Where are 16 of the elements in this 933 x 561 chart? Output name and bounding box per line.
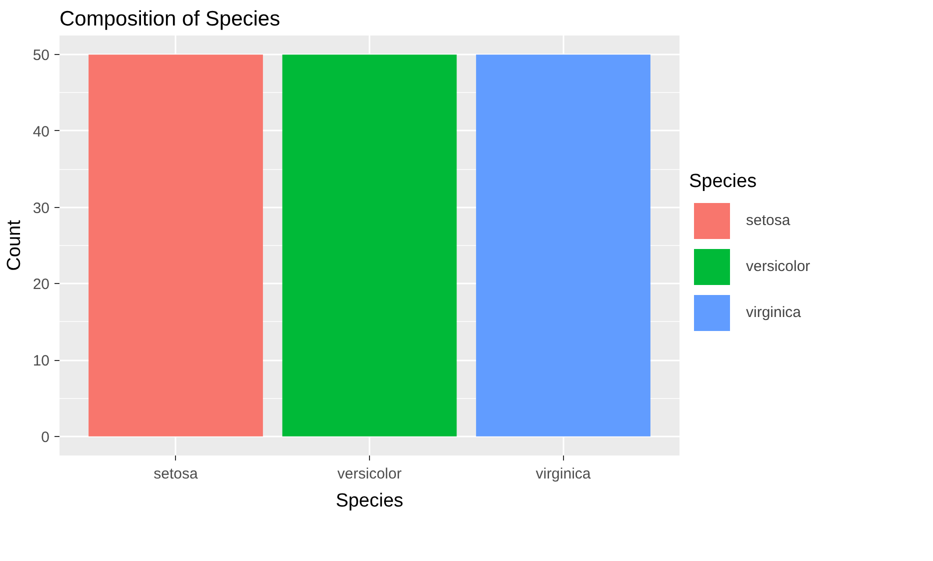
legend-title: Species — [689, 171, 758, 193]
y-axis-title: Count — [4, 219, 25, 271]
chart-title: Composition of Species — [60, 8, 280, 30]
y-tick-label: 40 — [32, 123, 50, 140]
y-tick-label: 50 — [32, 47, 50, 64]
x-tick-label: virginica — [536, 466, 592, 482]
legend-label: versicolor — [746, 258, 810, 275]
x-axis-title: Species — [336, 490, 404, 512]
legend-label: setosa — [746, 212, 790, 229]
y-tick-label: 30 — [32, 200, 50, 217]
y-tick-label: 10 — [32, 352, 50, 370]
y-tick-label: 20 — [32, 276, 50, 294]
legend-label: virginica — [746, 304, 802, 321]
y-tick-label: 0 — [41, 428, 50, 446]
x-tick-label: versicolor — [337, 466, 402, 482]
x-tick-label: setosa — [154, 466, 199, 482]
